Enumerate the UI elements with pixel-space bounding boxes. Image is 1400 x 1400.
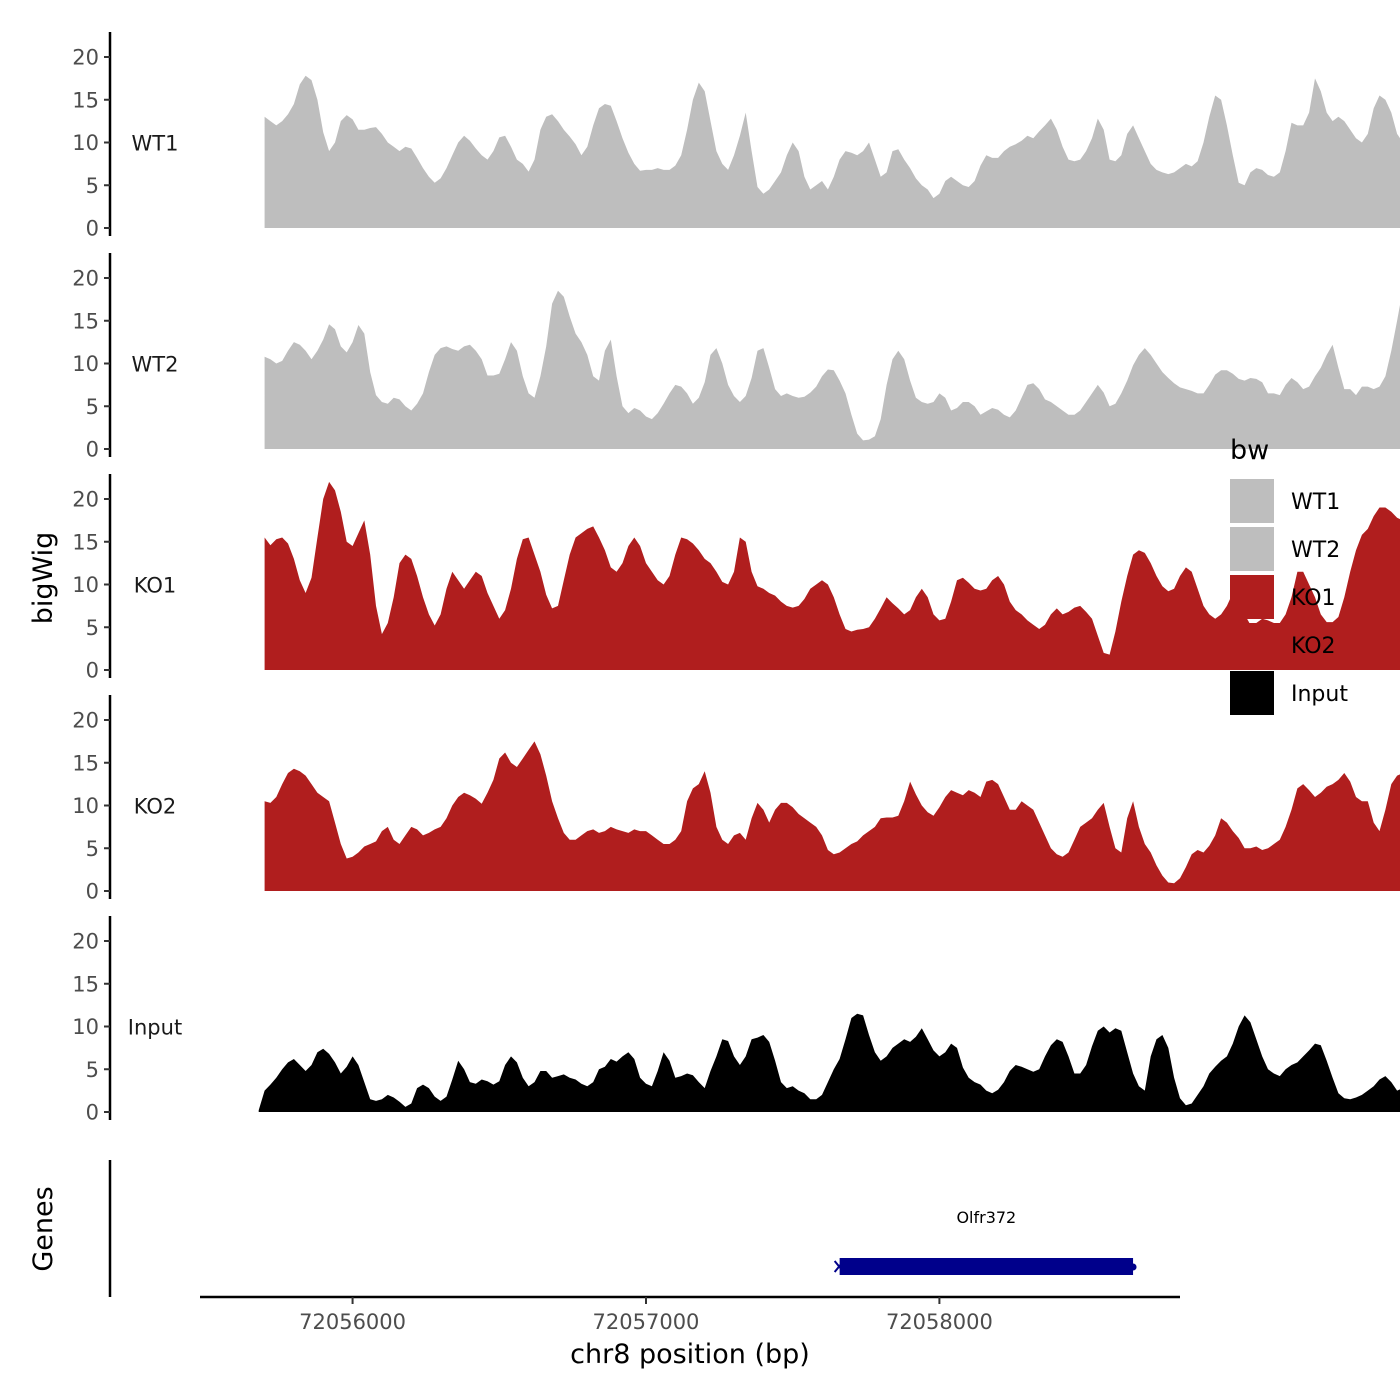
legend-label: WT1 <box>1291 490 1340 515</box>
gene-label: Olfr372 <box>956 1208 1016 1227</box>
legend-item-wt1: WT1 <box>1230 479 1340 523</box>
gene-panel-title: Genes <box>28 1186 59 1271</box>
y-tick-label: 20 <box>72 267 99 291</box>
legend-swatch <box>1230 479 1274 523</box>
gene-olfr372: Olfr372 <box>833 1208 1137 1275</box>
track-panel-wt2: 0 5 10 15 20 WT2 <box>72 253 1400 462</box>
track-panel-input: 0 5 10 15 20 Input <box>72 916 1400 1125</box>
legend-swatch <box>1230 527 1274 571</box>
y-tick-label: 10 <box>72 794 99 818</box>
coverage-area-ko2 <box>264 741 1400 891</box>
track-panel-ko2: 0 5 10 15 20 KO2 <box>72 695 1400 904</box>
y-tick-label: 5 <box>86 174 99 198</box>
coverage-area-ko1 <box>264 481 1400 670</box>
legend-label: Input <box>1291 682 1348 707</box>
y-tick-label: 0 <box>86 659 99 683</box>
legend-swatch <box>1230 671 1274 715</box>
y-tick-label: 0 <box>86 217 99 241</box>
y-tick-label: 10 <box>72 131 99 155</box>
legend-item-wt2: WT2 <box>1230 527 1340 571</box>
legend-item-input: Input <box>1230 671 1348 715</box>
track-label-wt1: WT1 <box>132 132 179 156</box>
x-axis: 72056000 72057000 72058000 <box>200 1295 1180 1334</box>
track-label-wt2: WT2 <box>132 353 179 377</box>
coverage-area-wt2 <box>264 290 1400 449</box>
track-panel-ko1: 0 5 10 15 20 KO1 <box>72 474 1400 683</box>
legend: bw WT1 WT2 KO1 KO2 Input <box>1230 435 1348 715</box>
y-tick-label: 20 <box>72 46 99 70</box>
y-tick-label: 5 <box>86 395 99 419</box>
coverage-area-wt1 <box>264 75 1400 228</box>
gene-body <box>839 1258 1134 1275</box>
y-tick-label: 15 <box>72 530 99 554</box>
track-panel-wt1: 0 5 10 15 20 WT1 <box>72 32 1400 241</box>
y-tick-label: 15 <box>72 972 99 996</box>
y-tick-label: 5 <box>86 616 99 640</box>
legend-label: KO2 <box>1291 634 1336 659</box>
y-tick-label: 10 <box>72 1015 99 1039</box>
legend-title: bw <box>1230 435 1269 466</box>
x-tick-label: 72056000 <box>299 1310 406 1334</box>
track-label-input: Input <box>128 1016 182 1040</box>
y-tick-label: 5 <box>86 1058 99 1082</box>
y-tick-label: 20 <box>72 709 99 733</box>
legend-swatch <box>1230 623 1274 667</box>
y-tick-label: 0 <box>86 438 99 462</box>
legend-label: WT2 <box>1291 538 1340 563</box>
track-label-ko1: KO1 <box>134 574 177 598</box>
gene-start-marker <box>833 1260 845 1273</box>
x-tick-label: 72058000 <box>886 1310 993 1334</box>
y-tick-label: 15 <box>72 309 99 333</box>
y-tick-label: 20 <box>72 488 99 512</box>
y-tick-label: 10 <box>72 573 99 597</box>
coverage-area-input <box>258 1013 1400 1112</box>
y-tick-label: 15 <box>72 88 99 112</box>
y-axis-title: bigWig <box>28 532 59 625</box>
y-tick-label: 5 <box>86 837 99 861</box>
legend-label: KO1 <box>1291 586 1336 611</box>
gene-panel: Olfr372 <box>108 1160 1137 1297</box>
y-tick-label: 0 <box>86 880 99 904</box>
legend-swatch <box>1230 575 1274 619</box>
y-tick-label: 15 <box>72 751 99 775</box>
y-tick-label: 0 <box>86 1101 99 1125</box>
track-panels: 0 5 10 15 20 WT1 0 5 10 15 20 WT2 0 5 10 15 20 KO1 0 5 10 15 2… <box>72 32 1400 1125</box>
x-axis-title: chr8 position (bp) <box>570 1339 810 1370</box>
gene-end-marker <box>1129 1263 1137 1271</box>
y-tick-label: 20 <box>72 930 99 954</box>
y-tick-label: 10 <box>72 352 99 376</box>
x-tick-label: 72057000 <box>593 1310 700 1334</box>
legend-item-ko2: KO2 <box>1230 623 1336 667</box>
legend-item-ko1: KO1 <box>1230 575 1336 619</box>
track-label-ko2: KO2 <box>134 795 177 819</box>
